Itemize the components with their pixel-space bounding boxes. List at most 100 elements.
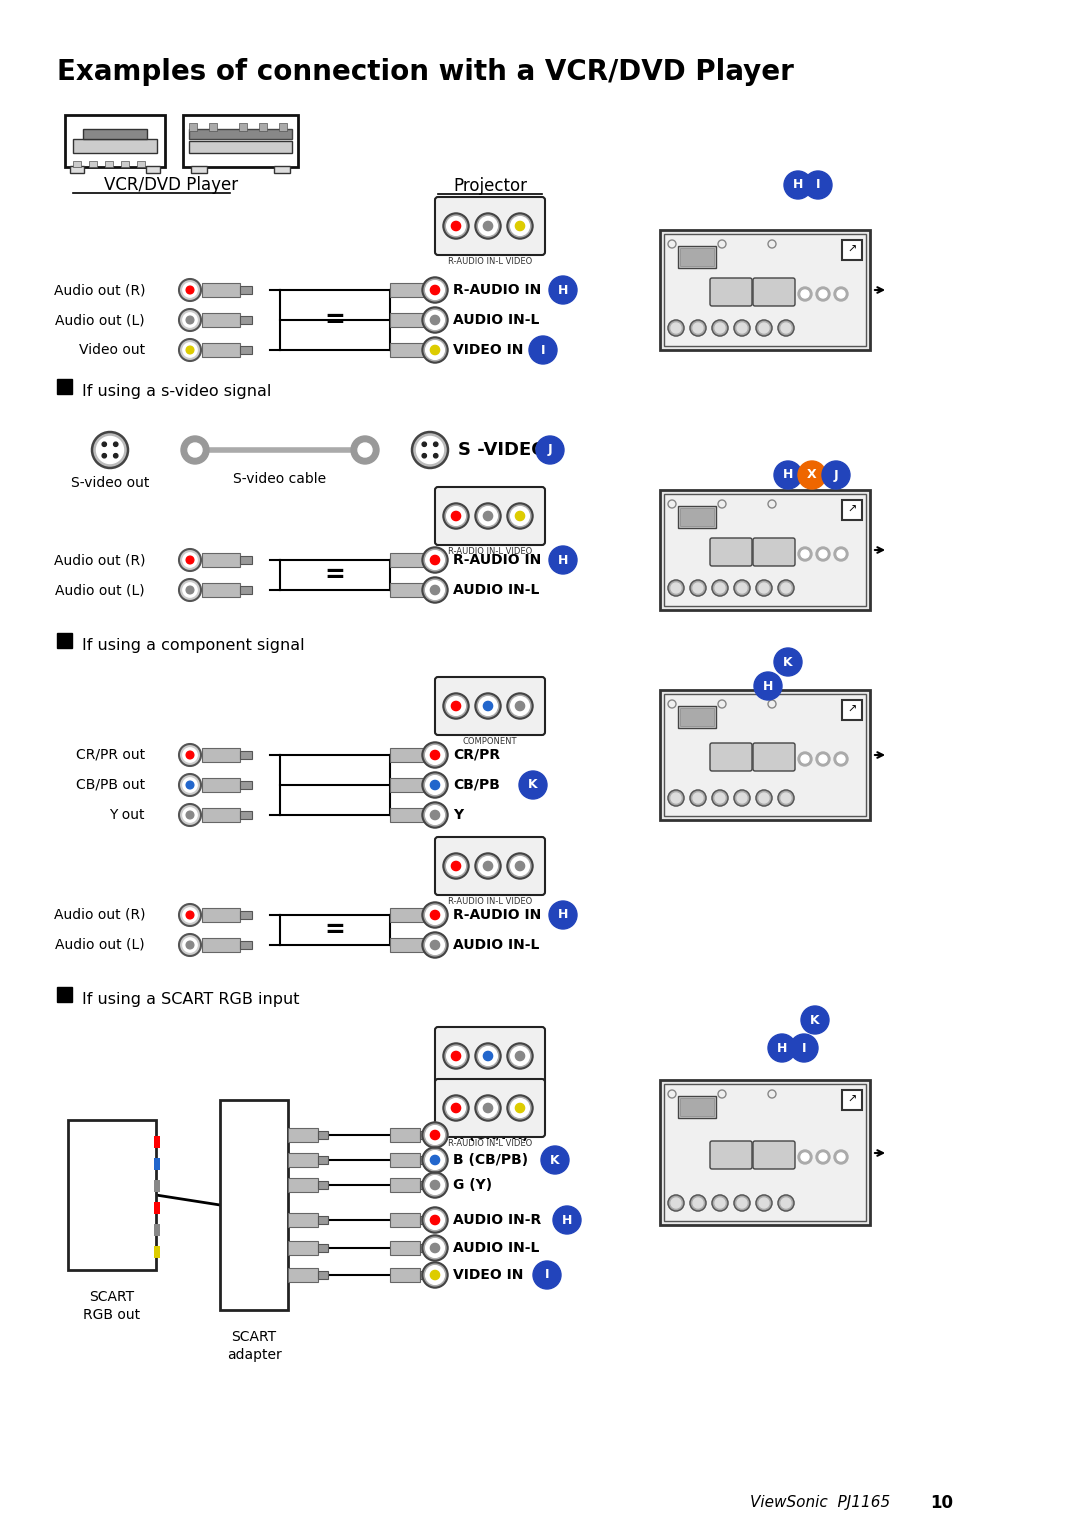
Text: COMPONENT: COMPONENT [462,1086,517,1096]
Circle shape [759,322,769,333]
Bar [57,633,72,648]
Bar [390,1241,420,1254]
Circle shape [693,322,703,333]
Text: R (CR/PR): R (CR/PR) [453,1128,528,1141]
Circle shape [759,793,769,804]
Circle shape [430,345,440,354]
Circle shape [430,1131,440,1140]
Circle shape [422,1123,447,1148]
Bar [660,691,870,821]
Circle shape [798,287,812,301]
Circle shape [515,222,525,231]
Circle shape [781,584,791,593]
Bar [288,1178,318,1192]
Text: H: H [762,680,773,692]
Circle shape [693,584,703,593]
FancyBboxPatch shape [435,1079,545,1137]
Circle shape [183,778,198,792]
Text: S-video out: S-video out [71,477,149,490]
Circle shape [186,316,193,324]
Circle shape [426,581,444,599]
Text: H: H [562,1213,572,1227]
Text: RGB out: RGB out [83,1308,140,1322]
Bar [210,122,217,131]
Circle shape [759,1198,769,1209]
Circle shape [433,454,437,458]
Bar [390,313,428,327]
Bar [420,1181,430,1189]
Bar [660,231,870,350]
Text: S-video cable: S-video cable [233,472,326,486]
Text: Y: Y [453,808,463,822]
Text: H: H [777,1042,787,1054]
Circle shape [183,342,198,358]
Circle shape [426,805,444,824]
Circle shape [712,581,728,596]
Circle shape [447,217,465,235]
Bar [57,987,72,1002]
Circle shape [515,862,525,871]
Circle shape [837,755,845,762]
Text: K: K [528,778,538,792]
Circle shape [422,932,447,958]
Circle shape [669,581,684,596]
Circle shape [478,507,498,526]
Bar [664,694,866,816]
Circle shape [484,1103,492,1112]
Circle shape [186,347,193,354]
Circle shape [103,442,107,446]
Bar [318,1181,328,1189]
Bar [428,556,440,564]
Circle shape [426,1239,444,1258]
Circle shape [411,432,448,468]
Circle shape [422,454,427,458]
Circle shape [422,278,447,303]
Circle shape [837,290,845,298]
Text: If using a s-video signal: If using a s-video signal [82,384,271,399]
Bar [428,316,440,324]
Text: VIDEO IN: VIDEO IN [453,1268,524,1282]
Circle shape [478,857,498,876]
Circle shape [837,1154,845,1161]
Text: AUDIO IN-L: AUDIO IN-L [453,1241,539,1254]
Bar [202,283,240,296]
Circle shape [179,934,201,957]
Circle shape [430,781,440,790]
Circle shape [690,319,706,336]
Circle shape [484,512,492,521]
Circle shape [179,775,201,796]
FancyBboxPatch shape [753,743,795,772]
Circle shape [778,1195,794,1212]
Bar [390,584,428,597]
FancyBboxPatch shape [710,743,752,772]
Bar [420,1244,430,1251]
Bar [660,1080,870,1225]
Circle shape [715,793,725,804]
Circle shape [822,461,850,489]
Circle shape [715,322,725,333]
Circle shape [430,810,440,819]
Circle shape [816,1151,831,1164]
Circle shape [422,743,447,767]
Bar [428,286,440,293]
Bar [189,141,292,153]
Text: Audio out (L): Audio out (L) [55,938,145,952]
Circle shape [422,1148,447,1172]
Circle shape [183,908,198,923]
Text: K: K [783,656,793,669]
Circle shape [756,1195,772,1212]
Bar [83,128,147,139]
Circle shape [819,290,827,298]
Text: R-AUDIO IN-L VIDEO: R-AUDIO IN-L VIDEO [448,897,532,906]
Text: adapter: adapter [227,1348,282,1361]
Circle shape [774,648,802,675]
Circle shape [715,1198,725,1209]
Circle shape [357,443,372,457]
Circle shape [798,1151,812,1164]
Circle shape [447,697,465,715]
Bar [65,115,165,167]
Bar [189,122,197,131]
Circle shape [816,547,831,561]
Circle shape [834,1151,848,1164]
Bar [154,1245,160,1258]
